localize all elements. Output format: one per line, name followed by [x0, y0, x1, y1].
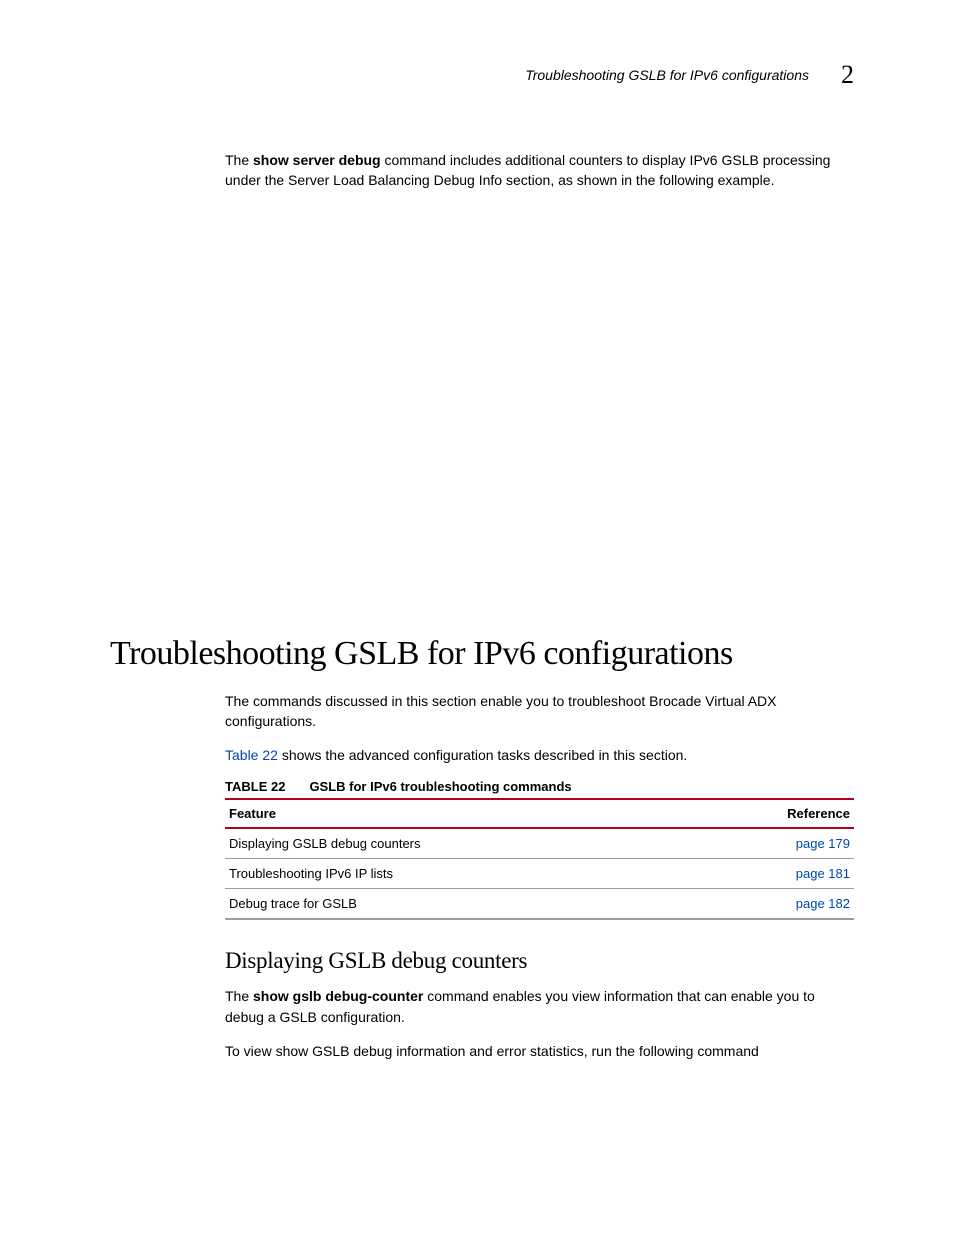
running-title: Troubleshooting GSLB for IPv6 configurat… [525, 67, 809, 83]
intro-pre: The [225, 152, 253, 168]
section-body: The commands discussed in this section e… [225, 691, 854, 1062]
table-cell-reference: page 181 [689, 859, 854, 889]
section-para-2: Table 22 shows the advanced configuratio… [225, 745, 854, 765]
table-caption-label: TABLE 22 [225, 779, 285, 794]
table-cell-reference: page 182 [689, 889, 854, 920]
table-cell-feature: Displaying GSLB debug counters [225, 828, 689, 859]
intro-block: The show server debug command includes a… [225, 150, 854, 191]
subsection-para-1: The show gslb debug-counter command enab… [225, 986, 854, 1027]
table-col-reference: Reference [689, 799, 854, 828]
page-link[interactable]: page 182 [796, 896, 850, 911]
sub-para1-command: show gslb debug-counter [253, 988, 423, 1004]
chapter-number: 2 [841, 60, 854, 90]
subsection-title: Displaying GSLB debug counters [225, 948, 854, 974]
table-cell-reference: page 179 [689, 828, 854, 859]
page: Troubleshooting GSLB for IPv6 configurat… [0, 0, 954, 1235]
table-cell-feature: Debug trace for GSLB [225, 889, 689, 920]
table-header-row: Feature Reference [225, 799, 854, 828]
table-caption: TABLE 22 GSLB for IPv6 troubleshooting co… [225, 779, 854, 794]
table-cell-feature: Troubleshooting IPv6 IP lists [225, 859, 689, 889]
sub-para1-pre: The [225, 988, 253, 1004]
table-row: Troubleshooting IPv6 IP lists page 181 [225, 859, 854, 889]
table-row: Debug trace for GSLB page 182 [225, 889, 854, 920]
example-placeholder-gap [110, 205, 854, 635]
table-caption-title: GSLB for IPv6 troubleshooting commands [309, 779, 571, 794]
troubleshooting-table: Feature Reference Displaying GSLB debug … [225, 798, 854, 920]
section-para-2-rest: shows the advanced configuration tasks d… [278, 747, 687, 763]
running-header: Troubleshooting GSLB for IPv6 configurat… [110, 60, 854, 90]
section-title: Troubleshooting GSLB for IPv6 configurat… [110, 635, 854, 673]
table-row: Displaying GSLB debug counters page 179 [225, 828, 854, 859]
table-col-feature: Feature [225, 799, 689, 828]
section-para-1: The commands discussed in this section e… [225, 691, 854, 732]
subsection-para-2: To view show GSLB debug information and … [225, 1041, 854, 1061]
page-link[interactable]: page 179 [796, 836, 850, 851]
intro-command: show server debug [253, 152, 381, 168]
page-link[interactable]: page 181 [796, 866, 850, 881]
intro-paragraph: The show server debug command includes a… [225, 150, 854, 191]
table-ref-link[interactable]: Table 22 [225, 747, 278, 763]
